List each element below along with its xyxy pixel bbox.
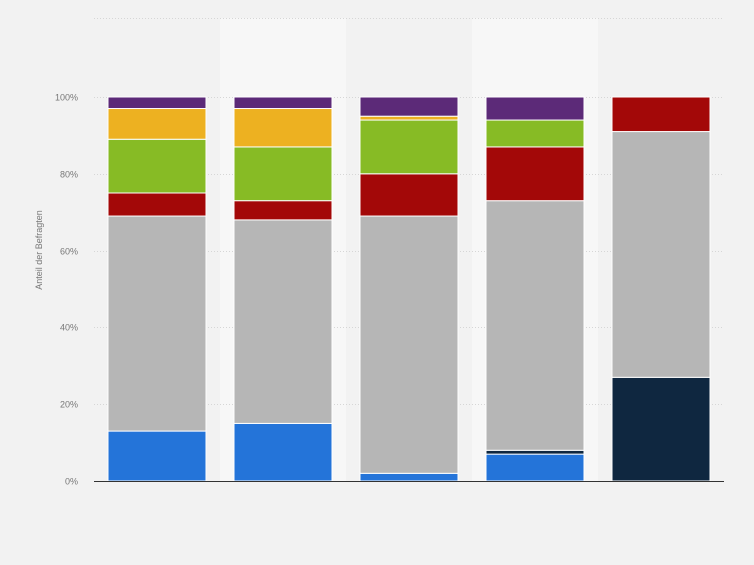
bar-segment-c3-s1 (485, 449, 585, 455)
bar-segment-c4-s2 (611, 131, 711, 378)
bar-segment-c1-s0 (233, 422, 333, 482)
bar-segment-c2-s2 (359, 215, 459, 474)
bar-segment-c1-s6 (233, 96, 333, 110)
bar-segment-c3-s6 (485, 96, 585, 121)
bar-segment-c3-s2 (485, 200, 585, 451)
bar-segment-c0-s0 (107, 430, 207, 482)
y-axis-label: Anteil der Befragten (34, 210, 44, 290)
bar-segment-c4-s1 (611, 376, 711, 482)
y-tick-label: 40% (60, 323, 78, 333)
y-tick-label: 60% (60, 247, 78, 257)
y-tick-label: 20% (60, 400, 78, 410)
bars (107, 96, 711, 482)
y-tick-label: 0% (65, 477, 78, 487)
bar-segment-c0-s3 (107, 192, 207, 217)
bar-segment-c1-s3 (233, 200, 333, 221)
bar-segment-c3-s3 (485, 146, 585, 202)
bar-segment-c1-s5 (233, 108, 333, 148)
bar-segment-c2-s3 (359, 173, 459, 217)
bar-segment-c2-s6 (359, 96, 459, 117)
bar-segment-c0-s2 (107, 215, 207, 432)
bar-segment-c3-s4 (485, 119, 585, 148)
bar-segment-c0-s6 (107, 96, 207, 110)
bar-segment-c1-s2 (233, 219, 333, 424)
bar-segment-c0-s4 (107, 138, 207, 194)
bar-segment-c2-s5 (359, 115, 459, 121)
y-tick-label: 80% (60, 170, 78, 180)
bar-segment-c4-s3 (611, 96, 711, 133)
y-tick-label: 100% (55, 93, 78, 103)
bar-segment-c2-s0 (359, 472, 459, 482)
bar-segment-c1-s4 (233, 146, 333, 202)
bar-segment-c2-s4 (359, 119, 459, 175)
bar-segment-c3-s0 (485, 453, 585, 482)
bar-segment-c0-s5 (107, 108, 207, 140)
